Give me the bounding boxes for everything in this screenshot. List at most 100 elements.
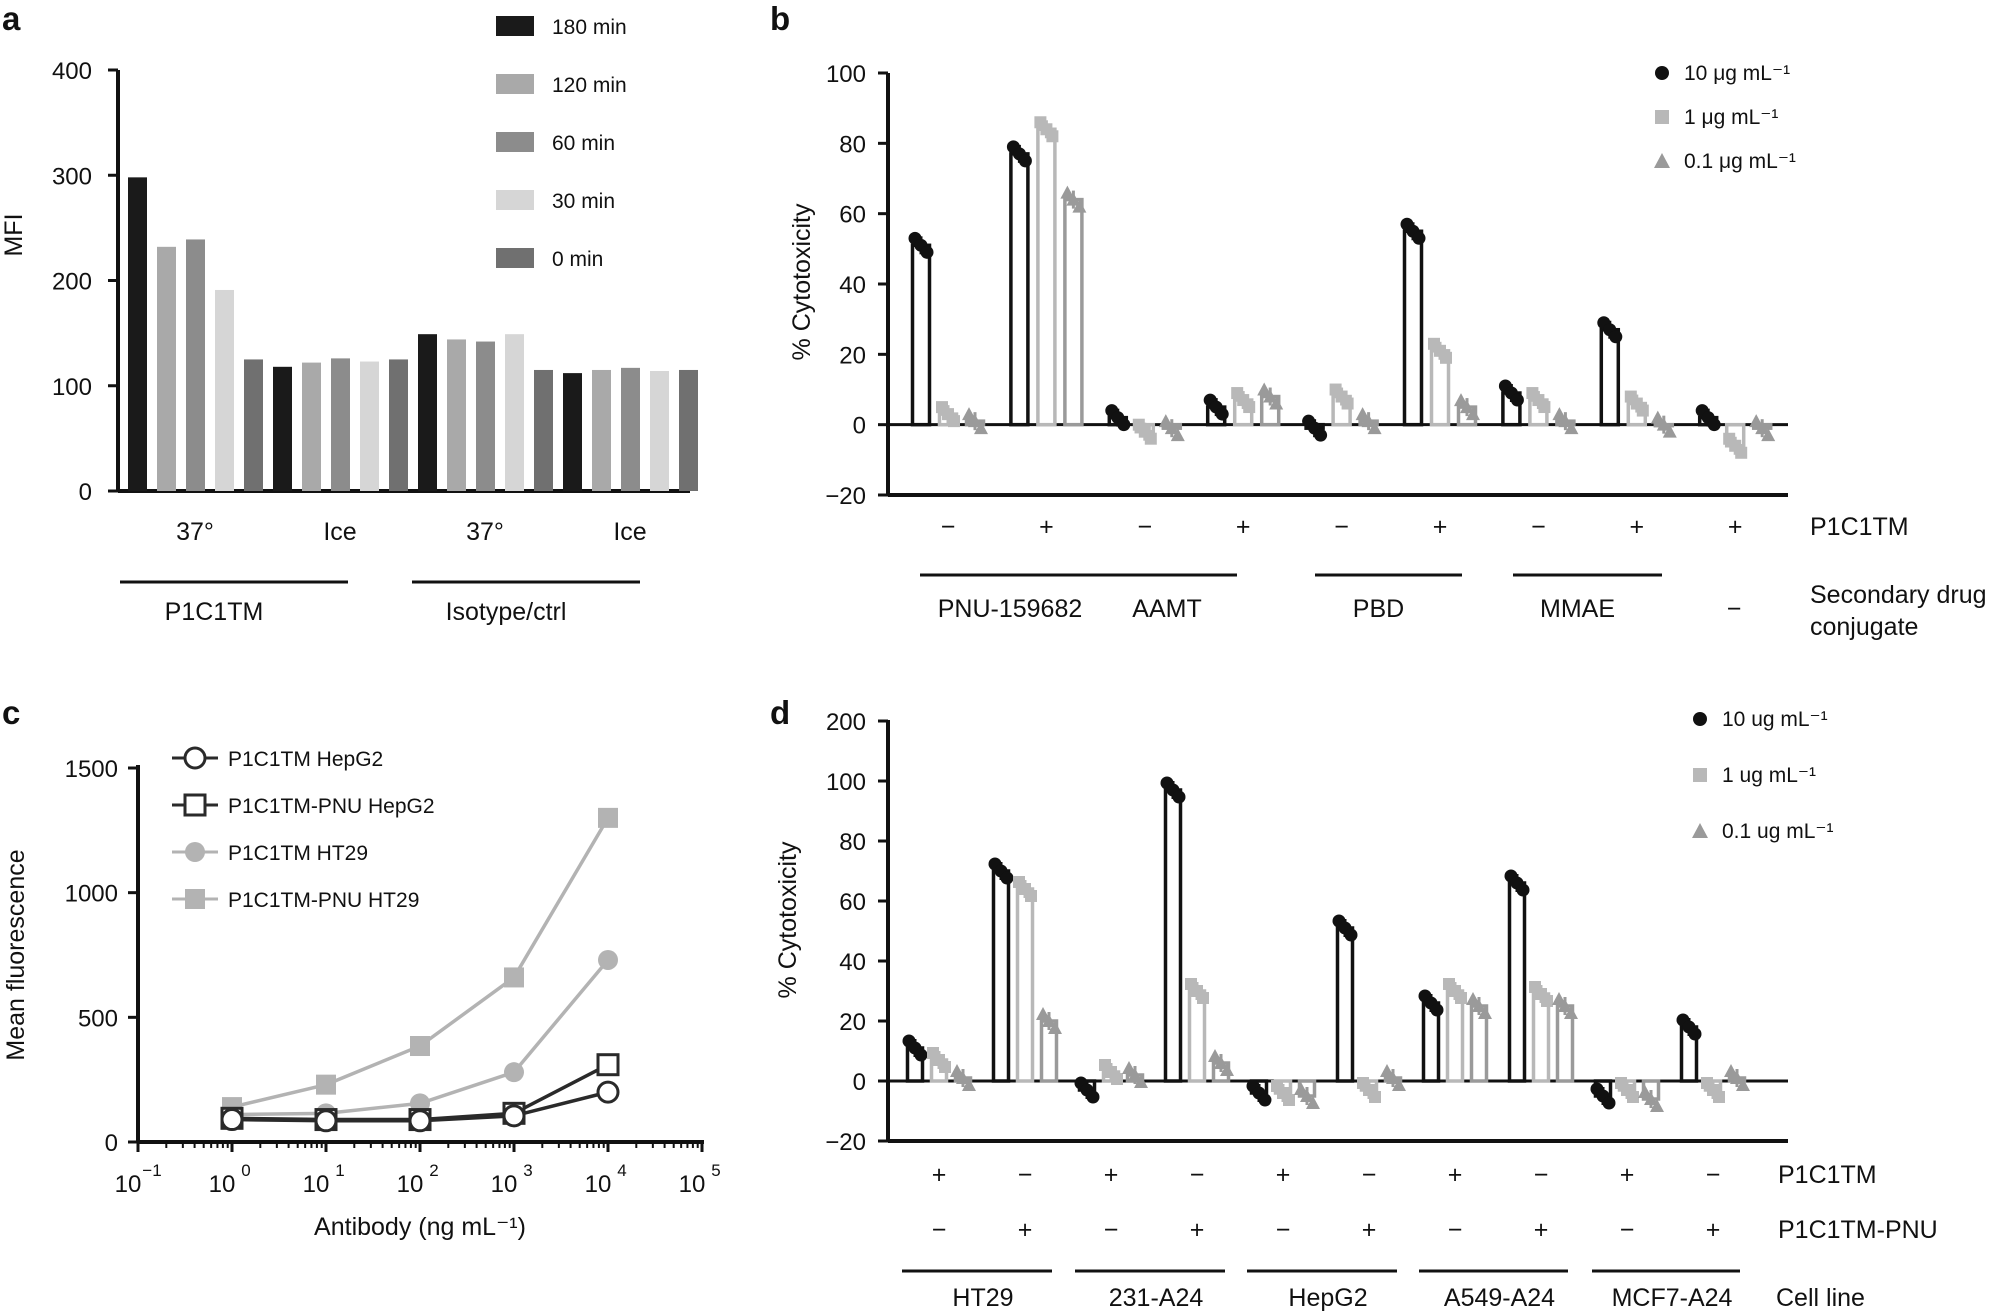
point-d [956,1071,970,1084]
legend-swatch-a [496,74,534,94]
point-b [1735,446,1748,459]
point-d [1478,1006,1492,1019]
y-tick-label-b: 60 [839,202,866,229]
point-d [1713,1091,1725,1103]
bar-a [447,339,466,491]
drug-label-b: PNU-159682 [938,595,1083,623]
y-axis-label-a: MFI [0,213,28,256]
panel-b: b % Cytotoxicity −20 0 20 40 60 80 100 − + − + − + −… [770,0,1987,641]
point-d [1197,992,1209,1004]
point-b [1558,414,1573,428]
point-d [1208,1049,1222,1062]
point-d [1294,1082,1308,1095]
legend-marker-d [1693,712,1707,726]
y-tick-label-d: 200 [826,709,866,736]
x-tick-label-c: 10 [303,1171,330,1198]
sign-b: − [1334,513,1349,541]
point-b [1144,432,1157,445]
x-tick-label-c: 10 [679,1171,706,1198]
sign-row1-d: + [1104,1161,1119,1189]
point-d [1430,1003,1444,1017]
bar-b [1599,327,1621,427]
row-label-secondary-line2: conjugate [1810,613,1918,641]
y-tick-label-d: −20 [825,1129,866,1156]
sign-b: + [1039,513,1054,541]
point-d [1650,1099,1664,1112]
y-tick-label-d: 60 [839,889,866,916]
point-d [1025,890,1037,902]
point-b [1564,421,1579,435]
point-d [1042,1014,1056,1027]
legend-label-a: 30 min [552,190,615,213]
sign-row1-d: + [1448,1161,1463,1189]
bar-a [621,367,640,491]
sign-row2-d: − [1104,1216,1119,1244]
legend-swatch-a [496,16,534,36]
x-tick-exponent-c: 3 [523,1161,532,1180]
point-d [1128,1068,1142,1081]
point-d [1730,1071,1744,1084]
bar-d [1445,989,1465,1083]
legend-marker-b [1654,153,1670,168]
point-d [1392,1078,1406,1091]
bar-d [1187,989,1207,1083]
bar-b [1402,229,1424,427]
point-legend-c [185,889,205,909]
row-label-p1c1tm-b: P1C1TM [1810,513,1909,541]
point-b [1314,428,1328,442]
bar-a [505,334,524,491]
drug-label-b: PBD [1353,595,1404,623]
sign-row1-d: − [1706,1161,1721,1189]
y-tick-label-c: 500 [78,1005,118,1032]
legend-marker-d [1692,823,1708,838]
legend-swatch-a [496,248,534,268]
legend-label-a: 0 min [552,248,603,271]
point-d [1000,871,1014,885]
point-b [1257,382,1272,396]
y-tick-label-b: 100 [826,61,866,88]
point-b [1609,330,1623,344]
bar-d [1015,887,1035,1083]
drug-label-b: − [1727,595,1742,623]
point-b [1158,414,1173,428]
x-tick-exponent-c: 5 [711,1161,720,1180]
sign-b: − [941,513,956,541]
point-c [598,807,618,828]
point-c [504,967,524,988]
point-b [1454,393,1468,407]
point-d [1122,1061,1136,1074]
point-d [1627,1091,1639,1103]
sign-b: − [1531,513,1546,541]
point-d [1564,1006,1578,1019]
y-tick-label-b: 40 [839,272,866,299]
y-tick-label-a: 100 [52,374,92,401]
y-tick-label-b: −20 [825,483,866,510]
point-d [1086,1090,1100,1104]
y-tick-label-d: 0 [853,1069,866,1096]
x-tick-exponent-c: 2 [429,1161,438,1180]
panel-d: d % Cytotoxicity −20 0 20 40 60 80 100 200 + − − +… [770,694,1938,1312]
y-axis-label-d: % Cytotoxicity [774,841,802,998]
sign-row2-d: − [1620,1216,1635,1244]
point-c [596,1080,620,1104]
point-d [1036,1007,1050,1020]
x-axis-label-c: Antibody (ng mL⁻¹) [314,1213,526,1241]
bar-a [302,362,321,491]
y-tick-label-a: 300 [52,163,92,190]
bar-d [1507,881,1527,1083]
panel-label-a: a [2,0,21,37]
point-b [1510,393,1524,407]
point-d [1258,1093,1272,1107]
point-b [1466,407,1480,421]
point-d [1300,1089,1314,1102]
point-b [1269,396,1284,410]
sign-row1-d: − [1190,1161,1205,1189]
y-tick-label-a: 400 [52,58,92,85]
x-tick-exponent-c: 0 [241,1161,250,1180]
group-label-a: Ice [323,518,356,546]
bar-d [1335,926,1355,1083]
point-b [1755,421,1770,435]
legend-label-b: 0.1 μg mL⁻¹ [1684,150,1796,173]
sign-row1-d: − [1362,1161,1377,1189]
